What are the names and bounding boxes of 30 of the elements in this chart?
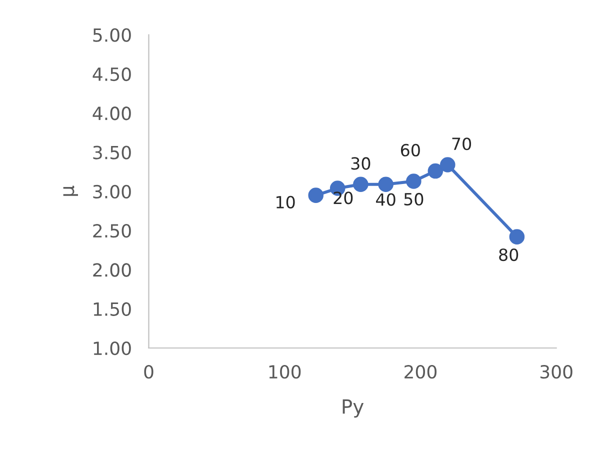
y-tick-label: 1.50 xyxy=(94,302,131,316)
y-axis-title: μ xyxy=(63,186,78,196)
y-tick-label: 2.50 xyxy=(93,224,131,238)
annotation: 20 xyxy=(334,192,353,204)
y-tick-label: 1.00 xyxy=(94,341,131,356)
x-tick-label: 200 xyxy=(404,364,436,379)
point xyxy=(428,163,444,179)
point xyxy=(353,176,368,192)
annotation: 60 xyxy=(400,144,420,156)
point xyxy=(509,229,525,244)
x-axis-title: Py xyxy=(342,399,364,418)
x-tick-label: 100 xyxy=(269,364,301,379)
y-tick-label: 4.50 xyxy=(92,67,131,82)
y-tick-label: 2.00 xyxy=(93,263,131,277)
annotation: 10 xyxy=(276,196,295,208)
point xyxy=(406,174,422,189)
annotation: 40 xyxy=(376,193,396,206)
y-tick-label: 4.00 xyxy=(92,106,131,120)
point xyxy=(308,188,324,203)
annotation: 50 xyxy=(404,192,424,206)
y-tick-label: 3.00 xyxy=(93,184,131,199)
annotation: 70 xyxy=(452,138,472,150)
y-tick-label: 3.50 xyxy=(93,146,131,160)
annotation: 80 xyxy=(499,248,518,262)
x-tick-label: 0 xyxy=(144,364,154,379)
x-tick-label: 300 xyxy=(540,364,572,379)
y-tick-label: 5.00 xyxy=(93,28,131,42)
point xyxy=(440,157,456,172)
point xyxy=(378,176,394,192)
annotation: 30 xyxy=(351,157,370,170)
